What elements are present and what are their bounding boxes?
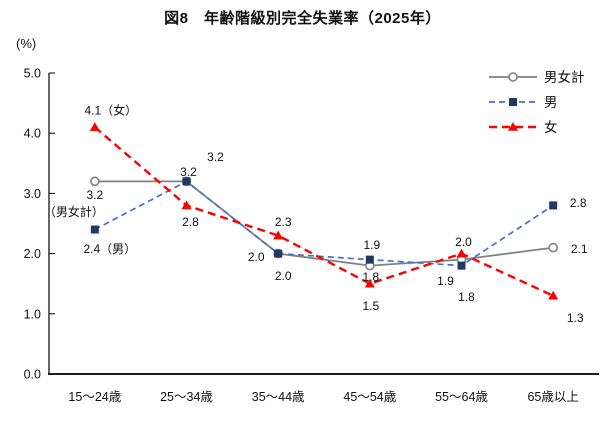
x-axis-category-label: 25〜34歳 [160, 390, 213, 404]
data-point-label-men: 2.4（男） [83, 242, 136, 256]
legend-marker-men [509, 98, 517, 106]
data-point-label-women: 2.3 [275, 215, 292, 229]
data-point-label-men: 1.8 [458, 290, 475, 304]
data-point-label-women: 2.0 [455, 235, 472, 249]
x-axis-category-label: 35〜44歳 [252, 390, 305, 404]
data-point-women [89, 122, 100, 131]
legend-label-men: 男 [544, 95, 558, 110]
data-point-total [548, 242, 558, 253]
data-point-label-women: 1.3 [567, 311, 584, 325]
y-tick-label: 0.0 [24, 368, 41, 382]
y-tick-label: 1.0 [24, 307, 41, 321]
data-point-women [548, 290, 559, 300]
data-point-women [364, 278, 375, 288]
series-line-women [94, 126, 554, 297]
series-line-total [94, 180, 554, 267]
data-point-label-total: 3.2 [86, 188, 103, 202]
data-point-label-women: 4.1（女） [84, 103, 137, 118]
data-point-label-total: 1.8 [362, 270, 379, 284]
data-point-label-men: 1.9 [363, 238, 380, 252]
x-axis-category-label: 45〜54歳 [343, 390, 396, 404]
data-point-men [457, 261, 466, 270]
legend-marker-women [508, 122, 518, 131]
data-point-men [182, 177, 191, 186]
data-point-men [90, 225, 99, 234]
y-tick-label: 3.0 [24, 187, 41, 201]
data-point-women [181, 200, 192, 210]
x-axis-category-label: 55〜64歳 [435, 390, 488, 404]
series-line-men [94, 180, 554, 267]
data-point-label-men: 3.2 [180, 165, 197, 179]
data-point-women [273, 230, 284, 240]
y-tick-label: 2.0 [24, 247, 41, 261]
data-point-women [456, 248, 467, 258]
y-tick-label: 5.0 [24, 67, 41, 81]
data-point-men [365, 255, 374, 264]
data-point-label-total: （男女計） [44, 204, 104, 219]
data-point-label-total: 2.1 [571, 242, 588, 256]
legend-marker-total [508, 72, 518, 82]
x-axis-category-label: 65歳以上 [527, 390, 578, 404]
data-point-label-women: 1.5 [362, 299, 379, 313]
chart-title: 図8 年齢階級別完全失業率（2025年） [164, 10, 441, 27]
legend-label-total: 男女計 [544, 69, 585, 85]
data-point-men [549, 201, 558, 210]
x-axis-category-label: 15〜24歳 [68, 390, 121, 404]
data-point-label-men: 2.8 [570, 196, 587, 210]
data-point-label-women: 2.8 [182, 215, 199, 229]
data-point-label-total: 3.2 [207, 150, 224, 164]
data-point-men [274, 249, 283, 258]
legend-label-women: 女 [544, 119, 558, 135]
data-point-label-men: 2.0 [248, 250, 265, 264]
y-tick-label: 4.0 [24, 127, 41, 141]
y-axis-unit-label: (%) [16, 36, 36, 51]
data-point-label-total: 2.0 [275, 269, 292, 283]
data-point-label-total: 1.9 [437, 274, 454, 288]
data-point-total [90, 176, 100, 187]
